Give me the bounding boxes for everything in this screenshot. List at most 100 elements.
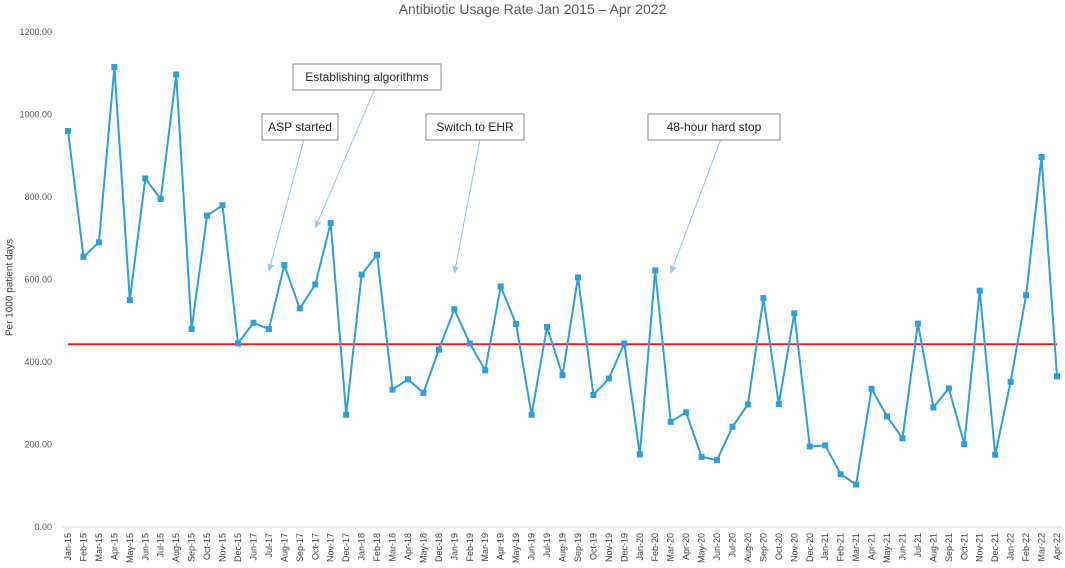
data-point	[234, 340, 241, 347]
data-point	[837, 471, 844, 478]
x-tick-label: Jul-19	[542, 533, 552, 558]
x-tick-label: May-15	[125, 533, 135, 563]
x-tick-label: Sep-21	[944, 533, 954, 562]
x-tick-label: Feb-15	[78, 533, 88, 562]
annotation-box	[647, 113, 781, 141]
data-point	[744, 401, 751, 408]
data-point	[729, 423, 736, 430]
data-point	[621, 340, 628, 347]
x-tick-label: Mar-15	[94, 533, 104, 562]
x-tick-label: May-21	[882, 533, 892, 563]
x-tick-label: Feb-19	[465, 533, 475, 562]
data-point	[899, 435, 906, 442]
data-point	[775, 401, 782, 408]
annotation-label: Establishing algorithms	[305, 70, 428, 84]
data-point	[466, 340, 473, 347]
data-point	[914, 320, 921, 327]
x-tick-label: Jun-20	[712, 533, 722, 561]
x-tick-label: Nov-20	[789, 533, 799, 562]
data-point	[250, 319, 257, 326]
data-point	[435, 346, 442, 353]
annotation-arrowhead	[452, 265, 460, 274]
annotation-label: Switch to EHR	[436, 120, 514, 134]
data-point	[636, 451, 643, 458]
x-tick-label: Jun-15	[140, 533, 150, 561]
x-tick-label: Dec-18	[434, 533, 444, 562]
data-point	[327, 219, 334, 226]
x-tick-label: May-20	[697, 533, 707, 563]
data-point	[1023, 292, 1030, 299]
x-tick-label: Apr-18	[403, 533, 413, 560]
annotation-arrow	[314, 89, 375, 229]
x-tick-label: Oct-17	[310, 533, 320, 560]
x-tick-label: Aug-15	[171, 533, 181, 562]
x-tick-label: Dec-19	[619, 533, 629, 562]
data-point	[513, 321, 520, 328]
x-tick-label: May-19	[511, 533, 521, 563]
x-tick-label: Dec-17	[341, 533, 351, 562]
x-tick-label: Mar-22	[1037, 533, 1047, 562]
y-tick-label: 200.00	[24, 440, 52, 450]
data-point	[544, 323, 551, 330]
x-tick-label: Nov-21	[975, 533, 985, 562]
data-point	[343, 411, 350, 418]
data-point	[791, 310, 798, 317]
data-point	[358, 271, 365, 278]
annotation-label: ASP started	[268, 120, 332, 134]
x-tick-label: Jun-17	[248, 533, 258, 561]
annotation-box	[292, 63, 442, 91]
y-tick-label: 1000.00	[19, 110, 52, 120]
x-tick-label: Jul-17	[264, 533, 274, 558]
x-tick-label: Aug-20	[743, 533, 753, 562]
x-tick-label: Nov-17	[326, 533, 336, 562]
data-point	[574, 274, 581, 281]
data-point	[451, 306, 458, 313]
chart-title: Antibiotic Usage Rate Jan 2015 – Apr 202…	[398, 1, 667, 17]
x-tick-label: Nov-15	[218, 533, 228, 562]
x-tick-label: Mar-19	[480, 533, 490, 562]
data-point	[265, 326, 272, 332]
x-tick-label: Apr-19	[496, 533, 506, 560]
data-point	[976, 287, 983, 294]
data-point	[204, 212, 211, 219]
annotation-box	[261, 113, 339, 141]
x-tick-label: Dec-21	[990, 533, 1000, 562]
x-tick-label: Dec-15	[233, 533, 243, 562]
data-point	[80, 253, 87, 260]
x-tick-label: Oct-19	[588, 533, 598, 560]
annotation-arrowhead	[314, 220, 322, 228]
x-tick-label: Apr-20	[681, 533, 691, 560]
data-point	[296, 305, 303, 312]
y-tick-label: 0.00	[34, 522, 52, 532]
x-tick-label: Feb-18	[372, 533, 382, 562]
data-point	[884, 413, 891, 420]
data-point	[605, 375, 612, 382]
x-tick-label: Aug-21	[928, 533, 938, 562]
data-point	[1007, 378, 1014, 385]
x-tick-label: Feb-21	[836, 533, 846, 562]
data-point	[497, 283, 504, 290]
x-tick-label: Aug-17	[279, 533, 289, 562]
annotation-box	[425, 113, 525, 141]
data-point	[667, 418, 674, 425]
data-point	[683, 409, 690, 416]
data-point	[389, 386, 396, 393]
x-tick-label: Jul-21	[913, 533, 923, 558]
x-tick-label: Sep-17	[295, 533, 305, 562]
data-point	[188, 326, 195, 332]
data-point	[1038, 153, 1045, 160]
x-tick-label: Mar-21	[851, 533, 861, 562]
data-point	[1054, 373, 1060, 380]
x-tick-label: Oct-15	[202, 533, 212, 560]
data-point	[853, 481, 860, 488]
annotation-arrow	[268, 139, 305, 272]
data-point	[142, 175, 149, 182]
x-tick-label: Jan-22	[1006, 533, 1016, 561]
data-point	[992, 451, 999, 458]
data-point	[559, 372, 566, 379]
data-point	[65, 128, 71, 134]
x-tick-label: Jun-21	[897, 533, 907, 561]
data-point	[961, 441, 968, 448]
data-point	[312, 281, 319, 288]
data-point	[930, 404, 937, 411]
